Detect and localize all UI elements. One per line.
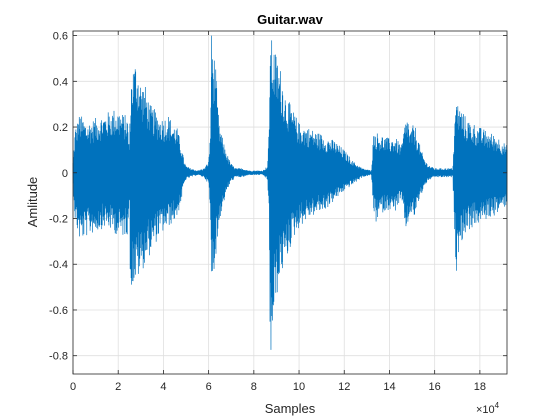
y-tick-label: -0.6 <box>49 305 68 317</box>
x-tick-label: 6 <box>206 381 212 393</box>
x-tick-label: 14 <box>383 381 395 393</box>
y-tick-label: -0.2 <box>49 214 68 226</box>
y-tick-label: 0.2 <box>53 122 68 134</box>
waveform-line <box>72 35 508 350</box>
x-tick-label: 4 <box>160 381 166 393</box>
x-axis-ticks: 0 2 4 6 8 10 12 14 16 18 <box>70 31 486 393</box>
plot-box <box>72 30 508 375</box>
x-tick-label: 8 <box>251 381 257 393</box>
x-tick-label: 10 <box>293 381 305 393</box>
y-tick-label: -0.8 <box>49 351 68 363</box>
x-tick-label: 2 <box>115 381 121 393</box>
y-tick-label: 0 <box>62 168 68 180</box>
x-exponent-label: ×104 <box>476 401 500 416</box>
x-exponent-power: 4 <box>495 401 500 410</box>
x-tick-label: 18 <box>474 381 486 393</box>
y-axis-label: Amlitude <box>25 177 40 228</box>
y-axis-ticks: -0.8 -0.6 -0.4 -0.2 0 0.2 0.4 0.6 <box>49 31 507 363</box>
x-tick-label: 0 <box>70 381 76 393</box>
y-tick-label: -0.4 <box>49 259 68 271</box>
x-exponent-base: ×10 <box>476 404 495 416</box>
x-tick-label: 12 <box>338 381 350 393</box>
y-tick-label: 0.6 <box>53 31 68 43</box>
chart-title: Guitar.wav <box>257 12 324 27</box>
x-tick-label: 16 <box>429 381 441 393</box>
x-axis-label: Samples <box>265 401 316 416</box>
waveform-signal <box>72 35 508 350</box>
y-tick-label: 0.4 <box>53 76 68 88</box>
